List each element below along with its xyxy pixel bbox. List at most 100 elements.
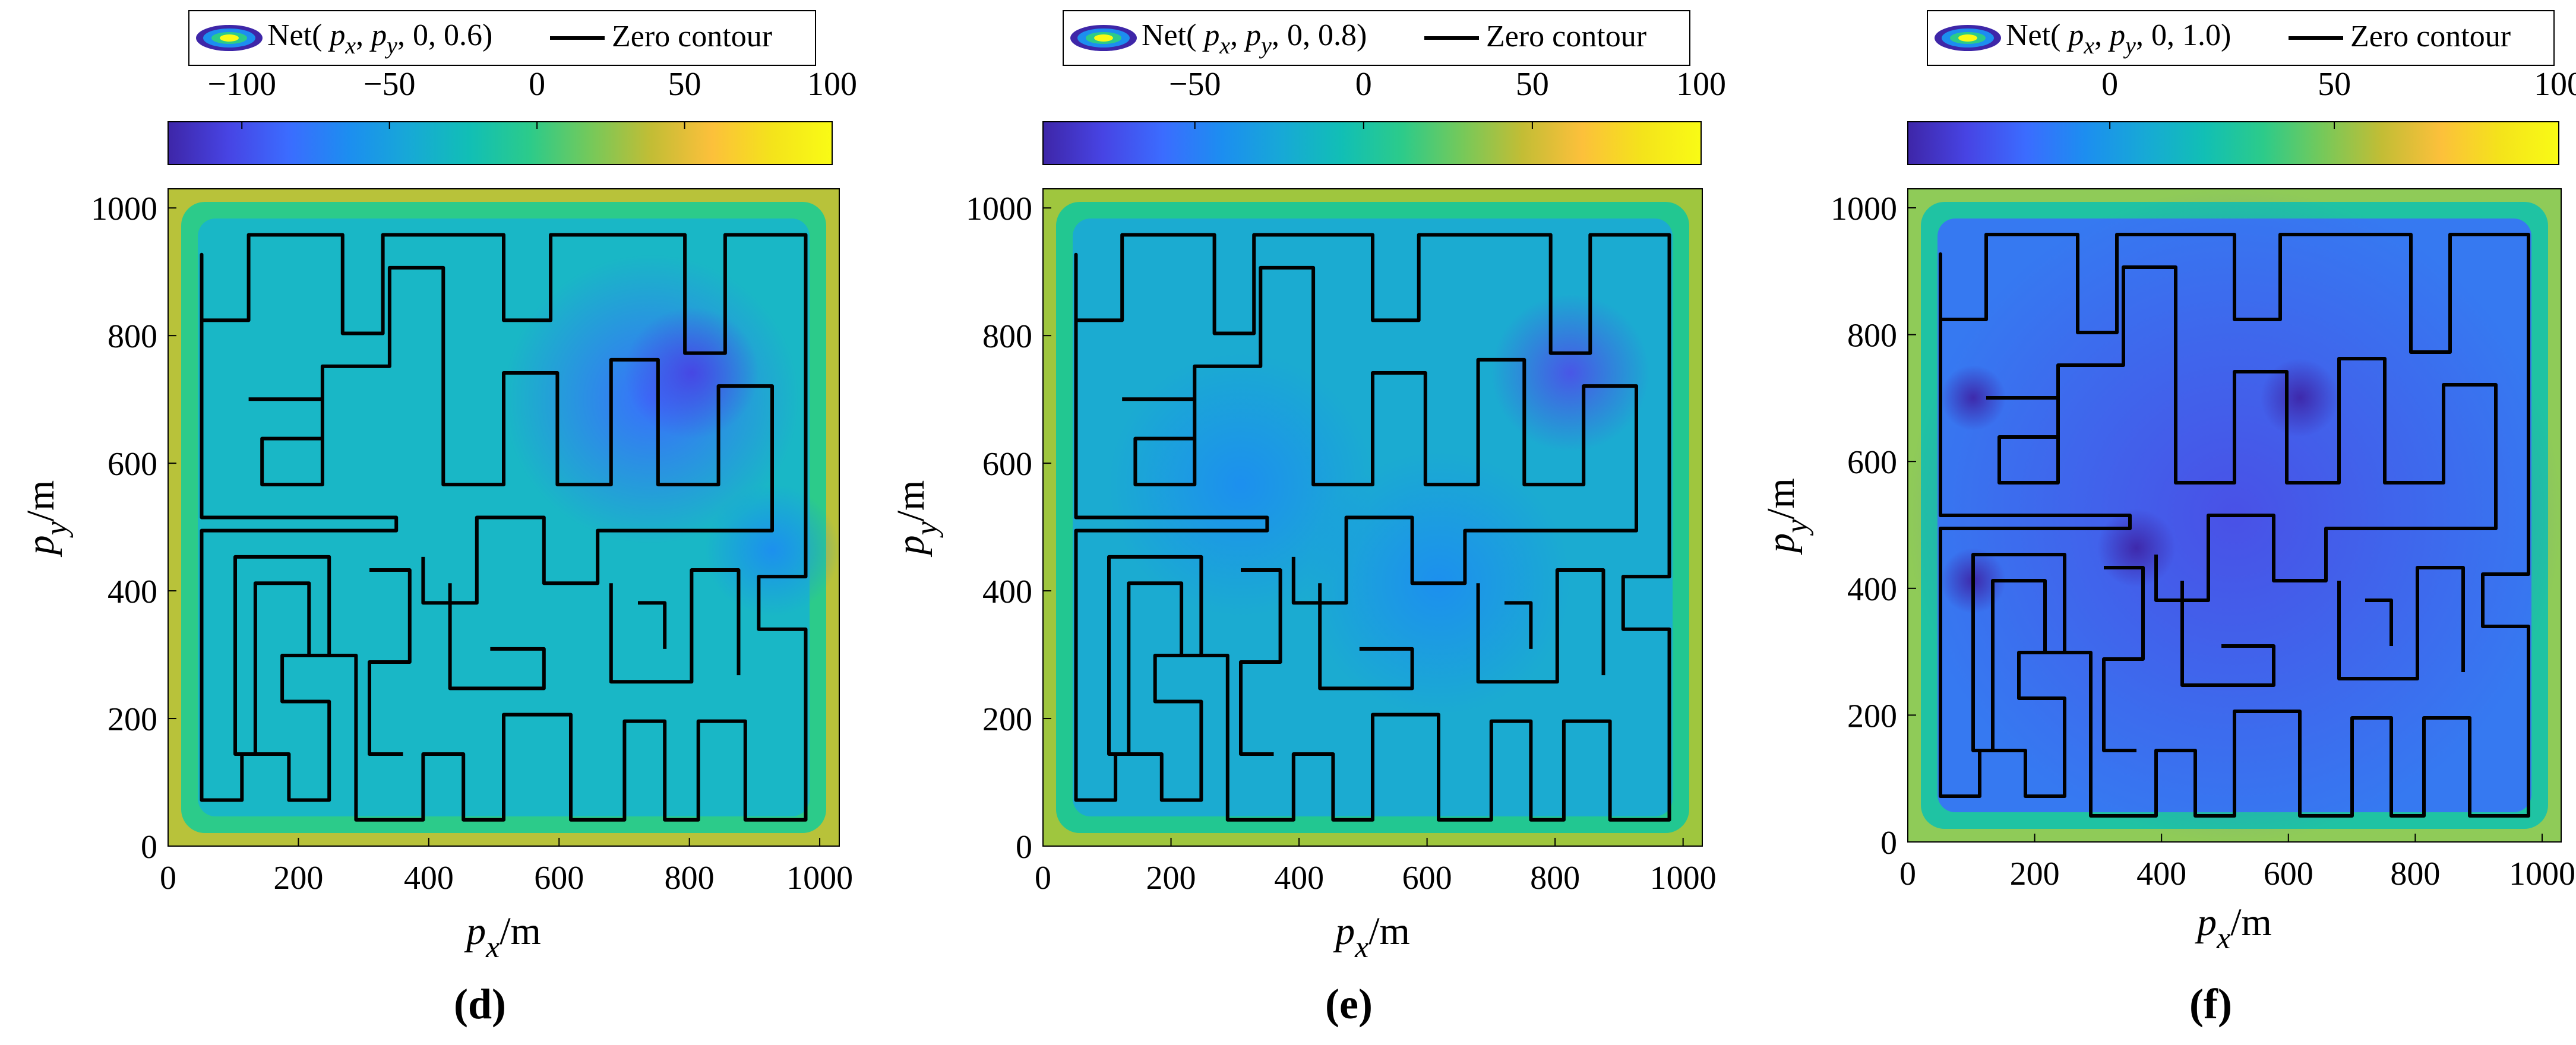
x-tick-label: 1000 (786, 860, 853, 897)
axes-frame (167, 188, 840, 847)
zero-contour (1076, 235, 1670, 819)
legend: Net( px, py, 0, 1.0) Zero contour (1927, 10, 2555, 66)
panel-label: (e) (1325, 980, 1373, 1028)
legend-zero-contour-label: Zero contour (2350, 20, 2511, 53)
x-tick-label: 200 (2010, 856, 2060, 892)
legend: Net( px, py, 0, 0.6) Zero contour (188, 10, 816, 66)
y-tick-label: 1000 (966, 191, 1032, 227)
x-tick-label: 600 (2264, 856, 2313, 892)
zero-contour (1940, 235, 2528, 816)
heatmap-region (1940, 365, 2006, 430)
colorbar-tick-label: 50 (1516, 66, 1549, 103)
y-tick-label: 200 (108, 701, 157, 738)
x-tick-label: 600 (534, 860, 584, 897)
zero-contour (249, 268, 772, 754)
y-tick-label: 800 (108, 318, 157, 355)
y-tick-label: 0 (1016, 829, 1032, 866)
colorbar: −50 0 50 100 (1042, 66, 1726, 165)
heatmap-region (624, 307, 759, 439)
colorbar-gradient (1907, 121, 2559, 165)
y-axis-label: py/m (19, 480, 74, 558)
legend-swatch-core (220, 34, 239, 42)
legend: Net( px, py, 0, 0.8) Zero contour (1063, 10, 1690, 66)
panel-d: Net( px, py, 0, 0.6) Zero contour −100 −50 0… (19, 10, 857, 1028)
y-tick-label: 1000 (91, 191, 157, 227)
x-tick-label: 200 (273, 860, 323, 897)
zero-contour (202, 235, 806, 819)
y-tick-label: 1000 (1831, 191, 1897, 227)
heatmap (1043, 189, 1702, 846)
x-tick-label: 800 (1530, 860, 1580, 897)
y-tick-label: 200 (982, 701, 1032, 738)
legend-swatch-core (1958, 34, 1977, 42)
y-tick-label: 800 (1847, 318, 1897, 354)
x-axis-label: px/m (464, 910, 541, 964)
y-tick-label: 200 (1847, 698, 1897, 734)
x-tick-label: 1000 (2509, 856, 2575, 892)
colorbar-tick-label: −50 (364, 66, 416, 103)
y-tick-label: 0 (1880, 825, 1897, 862)
axes-frame (1042, 188, 1703, 847)
colorbar-gradient (167, 121, 833, 165)
heatmap-region (1491, 294, 1650, 452)
colorbar-tick-label: 100 (807, 66, 857, 103)
y-tick-label: 600 (1847, 444, 1897, 481)
legend-zero-contour-label: Zero contour (612, 20, 772, 53)
y-tick-label: 600 (982, 446, 1032, 483)
colorbar-tick-label: −100 (207, 66, 276, 103)
y-tick-label: 0 (141, 829, 157, 866)
panel-label: (d) (454, 980, 506, 1028)
x-tick-label: 0 (1035, 860, 1051, 897)
colorbar-tick-label: 0 (529, 66, 545, 103)
legend-box (1927, 10, 2555, 66)
axes-frame (1907, 188, 2562, 843)
y-tick-label: 400 (108, 574, 157, 610)
x-tick-label: 400 (2136, 856, 2186, 892)
legend-net-label: Net( px, py, 0, 0.8) (1142, 18, 1367, 59)
y-tick-label: 800 (982, 318, 1032, 355)
zero-contour-group (202, 235, 806, 819)
zero-contour-group (1940, 235, 2528, 816)
legend-net-label: Net( px, py, 0, 0.6) (267, 18, 492, 59)
panel-label: (f) (2189, 980, 2232, 1028)
heatmap-region (1109, 353, 1373, 616)
axes: 0 200 400 600 800 1000 0 200 400 600 800 1000 px/m py… (19, 188, 853, 964)
x-tick-label: 400 (1274, 860, 1324, 897)
x-tick-label: 800 (2390, 856, 2440, 892)
y-tick-label: 400 (982, 574, 1032, 610)
colorbar-tick-label: 100 (2534, 66, 2576, 103)
x-axis-label: px/m (2195, 901, 2272, 955)
colorbar-tick-label: 0 (2101, 66, 2118, 103)
heatmap (1908, 189, 2561, 842)
colorbar-gradient (1042, 121, 1702, 165)
x-tick-label: 200 (1146, 860, 1196, 897)
axes: 0 200 400 600 800 1000 0 200 400 600 800 1000 px/m py… (889, 188, 1717, 964)
y-axis-label: py/m (1759, 478, 1814, 555)
colorbar: −100 −50 0 50 100 (167, 66, 857, 165)
heatmap (168, 189, 839, 846)
x-axis-label: px/m (1333, 910, 1410, 964)
colorbar-tick-label: −50 (1169, 66, 1221, 103)
legend-zero-contour-label: Zero contour (1486, 20, 1646, 53)
legend-box (1063, 10, 1690, 66)
heatmap-region (2261, 359, 2339, 437)
y-tick-label: 400 (1847, 571, 1897, 608)
colorbar-tick-label: 0 (1355, 66, 1372, 103)
zero-contour (1122, 268, 1636, 754)
zero-contour-group (1076, 235, 1670, 819)
colorbar: 0 50 100 (1907, 66, 2576, 165)
y-tick-label: 600 (108, 446, 157, 483)
colorbar-tick-label: 50 (668, 66, 701, 103)
heatmap-region (2097, 509, 2176, 587)
legend-swatch-core (1094, 34, 1113, 42)
x-tick-label: 600 (1402, 860, 1452, 897)
legend-box (188, 10, 816, 66)
x-tick-label: 800 (665, 860, 715, 897)
x-tick-label: 400 (404, 860, 454, 897)
panel-e: Net( px, py, 0, 0.8) Zero contour −50 0 50 10… (889, 10, 1726, 1028)
x-tick-label: 0 (1899, 856, 1916, 892)
colorbar-tick-label: 100 (1676, 66, 1726, 103)
colorbar-tick-label: 50 (2318, 66, 2351, 103)
